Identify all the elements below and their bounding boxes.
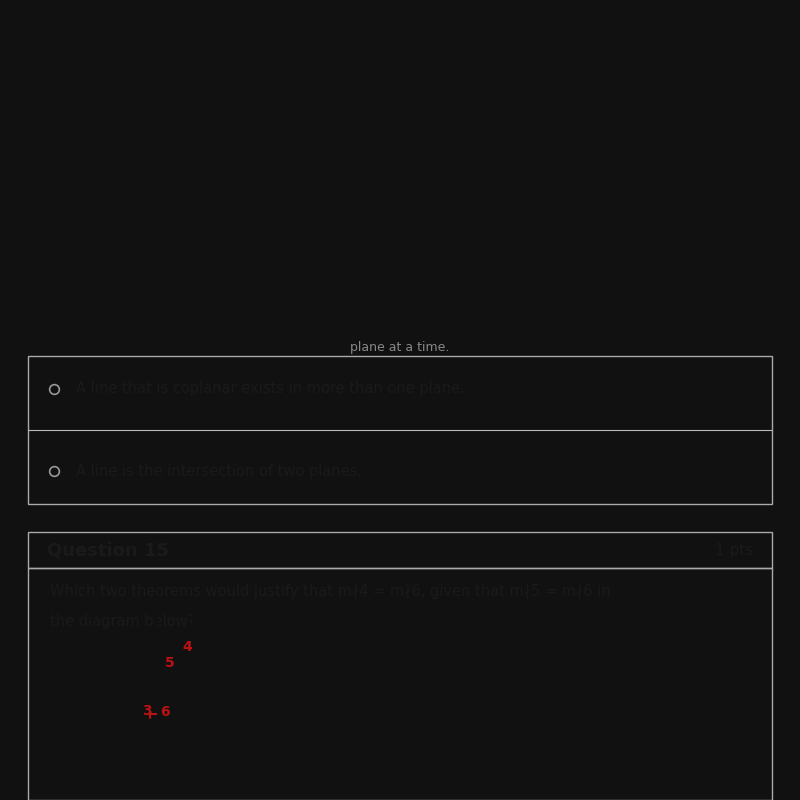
Text: 5: 5 — [165, 656, 174, 670]
Text: A line is the intersection of two planes.: A line is the intersection of two planes… — [76, 464, 362, 479]
Text: A line that is coplanar exists in more than one plane.: A line that is coplanar exists in more t… — [76, 381, 465, 396]
Text: 6: 6 — [160, 705, 170, 719]
Text: 4: 4 — [182, 640, 192, 654]
Text: Question 15: Question 15 — [46, 541, 169, 559]
Text: plane at a time.: plane at a time. — [350, 342, 450, 354]
Text: m: m — [146, 635, 162, 650]
Text: the diagram below?: the diagram below? — [50, 614, 195, 630]
Text: n: n — [264, 702, 274, 717]
Text: 1 pts: 1 pts — [715, 542, 754, 558]
Text: 3: 3 — [142, 704, 152, 718]
Text: Which two theorems would justify that m∤4 = m∤6, given that m∤5 = m∤6 in: Which two theorems would justify that m∤… — [50, 584, 611, 599]
